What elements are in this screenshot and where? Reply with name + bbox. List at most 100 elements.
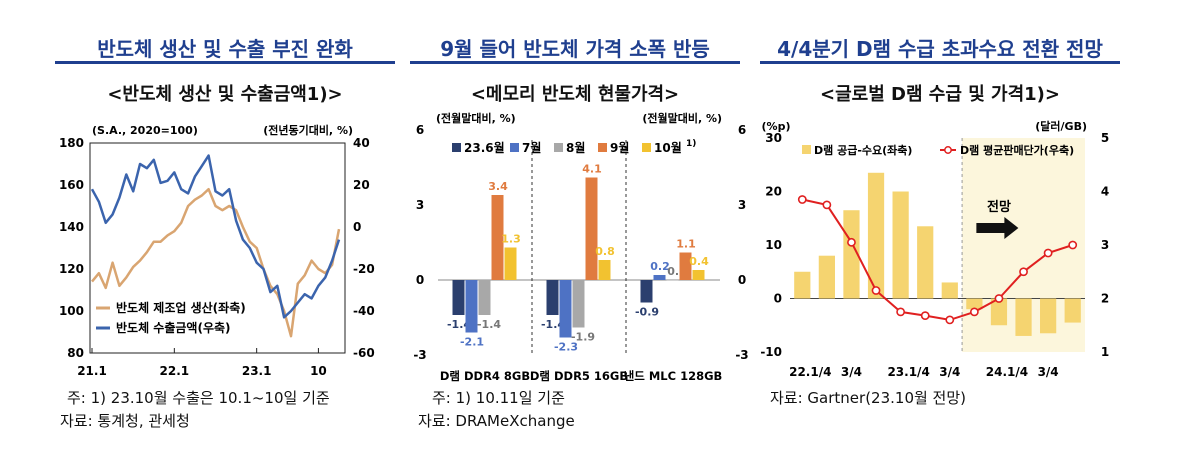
panel-title: 9월 들어 반도체 가격 소폭 반등 — [440, 37, 710, 61]
right-tick-label: -60 — [353, 346, 375, 360]
x-tick-label: 22.1/4 — [789, 365, 831, 379]
panel-memory-spot-price: 9월 들어 반도체 가격 소폭 반등 <메모리 반도체 현물가격> (전월말대비… — [410, 0, 749, 461]
right-tick-label: 4 — [1101, 185, 1109, 199]
price-point — [994, 294, 1004, 303]
price-point — [969, 307, 979, 317]
y-label-right: (전월말대비, %) — [642, 111, 722, 125]
legend-swatch — [642, 143, 651, 152]
right-axis-note: (전년동기대비, %) — [263, 123, 353, 137]
title-divider — [410, 61, 740, 64]
x-tick-label: 10 — [310, 364, 327, 378]
legend-swatch — [802, 145, 811, 154]
price-point — [822, 200, 832, 210]
footnote: 주: 1) 10.11일 기준 — [432, 389, 565, 407]
x-tick-label: 3/4 — [1038, 365, 1059, 379]
legend-swatch — [510, 143, 519, 152]
x-tick-label: 3/4 — [841, 365, 862, 379]
right-tick-label: 6 — [738, 123, 746, 137]
price-point — [871, 286, 881, 295]
bar — [941, 282, 958, 299]
data-label: -0.9 — [635, 306, 659, 319]
left-tick-label: 100 — [59, 304, 84, 318]
bar — [465, 280, 478, 333]
x-tick-label: 3/4 — [939, 365, 960, 379]
right-tick-label: 2 — [1101, 292, 1109, 306]
bar — [692, 270, 705, 280]
bar-chart-memory-prices: (전월말대비, %) (전월말대비, %) 6 6 3 3 0 0 -3 -3 -1.4 -2.1 -1… — [413, 111, 748, 383]
legend-footnote-mark: 1) — [686, 139, 696, 149]
data-label: -2.3 — [554, 341, 578, 354]
source: 자료: DRAMeXchange — [418, 412, 575, 430]
bar — [559, 280, 572, 338]
combo-chart-dram: (%p) (달러/GB) 30 20 10 0 -10 5 4 3 2 1 22.1/4 3/4 23.1/… — [760, 119, 1109, 379]
legend-swatch — [554, 143, 563, 152]
bar — [598, 260, 611, 280]
panel-production-exports: 반도체 생산 및 수출 부진 완화 <반도체 생산 및 수출금액1)> (S.A… — [55, 0, 395, 461]
right-tick-label: -3 — [735, 348, 748, 362]
right-tick-label: 3 — [738, 198, 746, 212]
bar — [572, 280, 585, 328]
left-tick-label: -3 — [413, 348, 426, 362]
bar — [452, 280, 465, 315]
left-tick-label: 20 — [765, 185, 782, 199]
bar — [1064, 298, 1081, 323]
right-axis-note: (달러/GB) — [1035, 119, 1087, 133]
price-point — [1043, 248, 1053, 258]
y-label-left: (전월말대비, %) — [436, 111, 516, 125]
legend-label: D램 공급-수요(좌축) — [814, 143, 912, 157]
data-label: 0.8 — [595, 245, 615, 258]
category-label: D램 DDR4 8GB — [440, 369, 530, 383]
bar — [504, 247, 517, 280]
bar — [653, 275, 666, 280]
legend-label: 9월 — [610, 140, 629, 155]
left-tick-label: 6 — [416, 123, 424, 137]
category-label: 낸드 MLC 128GB — [624, 369, 723, 383]
data-label: -1.4 — [541, 318, 565, 331]
data-label: 3.4 — [488, 180, 508, 193]
bar — [892, 191, 909, 299]
left-tick-label: 30 — [765, 131, 782, 145]
bar — [1015, 298, 1032, 336]
series-line-1 — [91, 187, 341, 338]
legend-swatch — [452, 143, 461, 152]
data-label: -1.9 — [571, 331, 595, 344]
bar — [966, 298, 983, 310]
data-label: 1.3 — [501, 233, 521, 246]
bar — [1040, 298, 1057, 334]
data-label: -1.4 — [447, 318, 471, 331]
price-point — [847, 237, 856, 247]
price-point — [797, 195, 807, 204]
forecast-arrow-icon — [976, 217, 1019, 239]
right-tick-label: 0 — [738, 273, 746, 287]
bar — [917, 226, 934, 299]
legend-marker — [944, 146, 952, 154]
left-tick-label: 80 — [67, 346, 84, 360]
data-label: 4.1 — [582, 163, 602, 176]
source: 자료: Gartner(23.10월 전망) — [770, 389, 967, 407]
panel-dram-supply-demand: 4/4분기 D램 수급 초과수요 전환 전망 <글로벌 D램 수급 및 가격1)… — [760, 0, 1120, 461]
chart-title: <반도체 생산 및 수출금액1)> — [107, 84, 343, 105]
chart-title: <글로벌 D램 수급 및 가격1)> — [820, 84, 1060, 105]
legend-label: 10월 — [654, 140, 682, 155]
legend-swatch — [598, 143, 607, 152]
series-line-2 — [90, 154, 341, 319]
left-tick-label: -10 — [760, 345, 782, 359]
right-tick-label: 40 — [353, 136, 370, 150]
right-tick-label: -20 — [353, 262, 375, 276]
bar — [478, 280, 491, 315]
data-label: -2.1 — [460, 336, 484, 349]
line-chart-production-exports: (S.A., 2020=100) (전년동기대비, %) 180 160 140 120 1… — [59, 123, 375, 378]
right-tick-label: 5 — [1101, 131, 1109, 145]
data-label: 0.2 — [650, 260, 670, 273]
chart-title: <메모리 반도체 현물가격> — [470, 84, 680, 105]
title-divider — [760, 61, 1120, 64]
footnote: 주: 1) 23.10월 수출은 10.1~10일 기준 — [67, 389, 330, 407]
bar — [794, 271, 811, 299]
bar — [491, 195, 504, 280]
bar — [640, 280, 653, 303]
panel-title: 반도체 생산 및 수출 부진 완화 — [97, 37, 353, 61]
price-point — [896, 307, 906, 317]
bar — [843, 210, 860, 299]
x-tick-label: 21.1 — [77, 364, 107, 378]
bar — [867, 172, 885, 299]
